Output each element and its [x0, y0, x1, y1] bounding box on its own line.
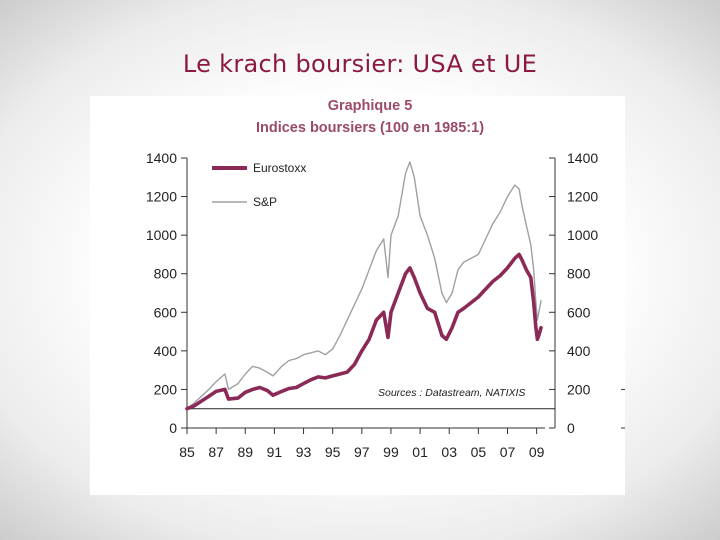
line-chart: 0 0 200 200 400 400 600 600 800 800 1000 1000 1200 12…	[146, 150, 625, 460]
y-tick-label-left: 200	[154, 381, 178, 397]
series-layer	[185, 161, 543, 411]
y-tick-label-left: 600	[154, 304, 178, 320]
y-tick-label-left: 1400	[146, 150, 177, 166]
y-tick-label-left: 0	[169, 420, 177, 436]
y-tick-label-right: 1000	[567, 227, 598, 243]
x-tick-label: 07	[500, 444, 516, 460]
slide-title: Le krach boursier: USA et UE	[182, 50, 538, 78]
chart-subtitle: Indices boursiers (100 en 1985:1)	[255, 120, 485, 136]
y-tick-label-right: 1400	[567, 150, 598, 166]
legend-label-s-p: S&P	[253, 195, 277, 209]
x-tick-label: 89	[237, 444, 253, 460]
x-tick-label: 91	[267, 444, 283, 460]
x-tick-label: 09	[529, 444, 545, 460]
y-tick-label-right: 600	[567, 304, 591, 320]
axes: 0 0 200 200 400 400 600 600 800 800 1000 1000 1200 12…	[146, 150, 625, 460]
x-tick-label: 93	[296, 444, 312, 460]
y-tick-label-right: 400	[567, 343, 591, 359]
series-line-s-p	[186, 161, 542, 410]
y-tick-label-left: 400	[154, 343, 178, 359]
y-tick-label-right: 200	[567, 381, 591, 397]
y-tick-label-right: 800	[567, 266, 591, 282]
x-tick-label: 03	[441, 444, 457, 460]
x-tick-label: 97	[354, 444, 370, 460]
y-tick-label-left: 1200	[146, 189, 177, 205]
y-tick-label-left: 1000	[146, 227, 177, 243]
x-tick-label: 99	[383, 444, 399, 460]
x-tick-label: 87	[208, 444, 224, 460]
x-tick-label: 01	[412, 444, 428, 460]
y-tick-label-right: 0	[567, 420, 575, 436]
legend-label-eurostoxx: Eurostoxx	[253, 161, 306, 175]
chart-title: Graphique 5	[327, 98, 413, 114]
source-note: Sources : Datastream, NATIXIS	[378, 387, 525, 399]
series-line-eurostoxx	[185, 252, 543, 411]
y-tick-label-left: 800	[154, 266, 178, 282]
x-tick-label: 85	[179, 444, 195, 460]
legend: Eurostoxx S&P	[212, 161, 306, 209]
y-tick-label-right: 1200	[567, 189, 598, 205]
chart-panel: Graphique 5 Indices boursiers (100 en 19…	[90, 96, 625, 495]
x-tick-label: 95	[325, 444, 341, 460]
x-tick-label: 05	[471, 444, 487, 460]
